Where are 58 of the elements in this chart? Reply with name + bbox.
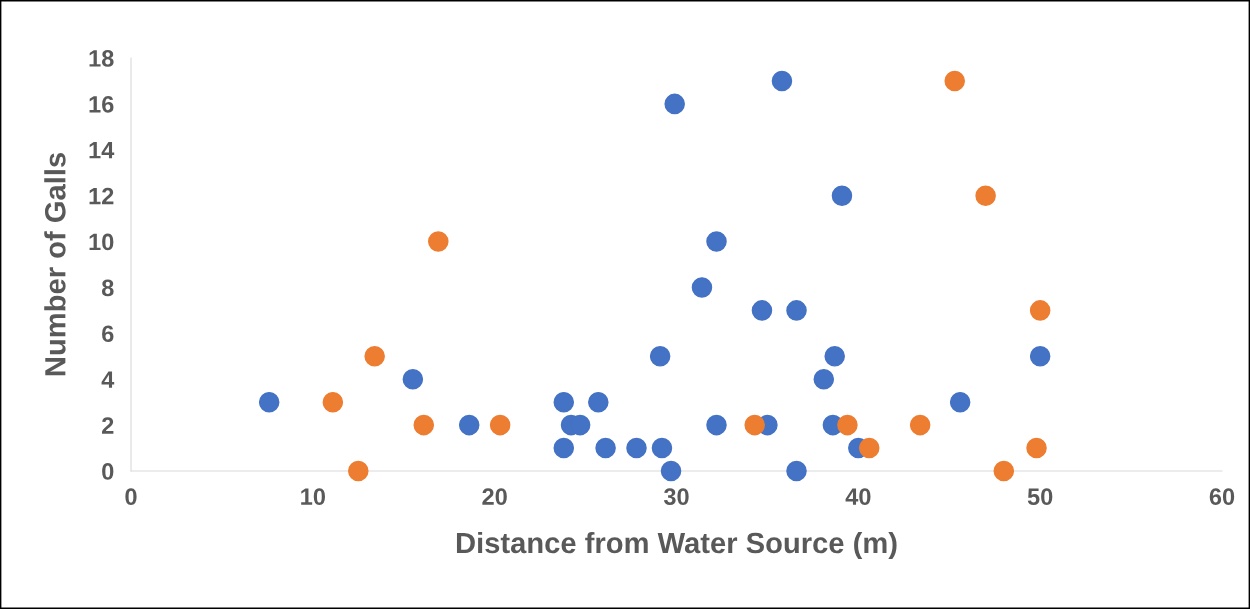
y-tick-label: 6 <box>102 325 114 343</box>
y-tick-label: 16 <box>89 95 114 113</box>
point <box>553 391 575 413</box>
y-tick-label: 4 <box>101 371 115 388</box>
point <box>691 277 713 298</box>
point <box>858 437 880 459</box>
point <box>258 391 280 413</box>
point <box>1026 437 1047 459</box>
point <box>595 437 616 459</box>
point <box>553 437 575 459</box>
point <box>651 437 673 459</box>
point <box>1029 300 1051 321</box>
x-tick-label: 20 <box>482 488 507 506</box>
point <box>706 231 727 252</box>
point <box>831 185 853 206</box>
point <box>413 414 435 436</box>
point <box>489 414 511 436</box>
x-tick-label: 10 <box>301 488 325 506</box>
x-tick-label: 60 <box>1209 488 1235 506</box>
y-tick-label: 8 <box>101 279 114 297</box>
point <box>993 460 1015 482</box>
point <box>660 460 682 482</box>
point <box>751 300 773 321</box>
x-tick-label: 50 <box>1027 488 1053 506</box>
x-axis-title: Distance from Water Source (m) <box>456 531 897 560</box>
y-tick-label: 18 <box>89 50 114 67</box>
y-tick-label: 10 <box>89 233 114 251</box>
point <box>837 414 858 436</box>
point <box>824 346 845 367</box>
point <box>626 437 647 459</box>
y-axis-title: Number of Galls <box>44 153 66 376</box>
x-tick-label: 30 <box>663 488 689 506</box>
point <box>364 346 385 367</box>
y-tick-label: 14 <box>89 142 115 159</box>
point <box>428 231 449 252</box>
point <box>1029 346 1051 367</box>
point <box>458 414 480 436</box>
point <box>786 300 807 321</box>
point <box>771 70 793 92</box>
point <box>322 391 344 413</box>
y-tick-label: 12 <box>89 187 114 205</box>
x-tick-label: 0 <box>125 488 137 506</box>
point <box>348 460 369 482</box>
point <box>909 414 931 436</box>
point <box>813 368 835 390</box>
point <box>975 185 996 206</box>
point <box>664 93 685 115</box>
point <box>588 391 609 413</box>
point <box>706 414 727 436</box>
y-tick-label: 0 <box>102 463 114 480</box>
point <box>786 460 807 482</box>
point <box>944 70 965 92</box>
y-tick-label: 2 <box>102 417 114 434</box>
point <box>744 414 765 436</box>
x-tick-label: 40 <box>845 488 871 506</box>
point <box>402 368 424 390</box>
point <box>949 391 971 413</box>
point <box>649 346 671 367</box>
